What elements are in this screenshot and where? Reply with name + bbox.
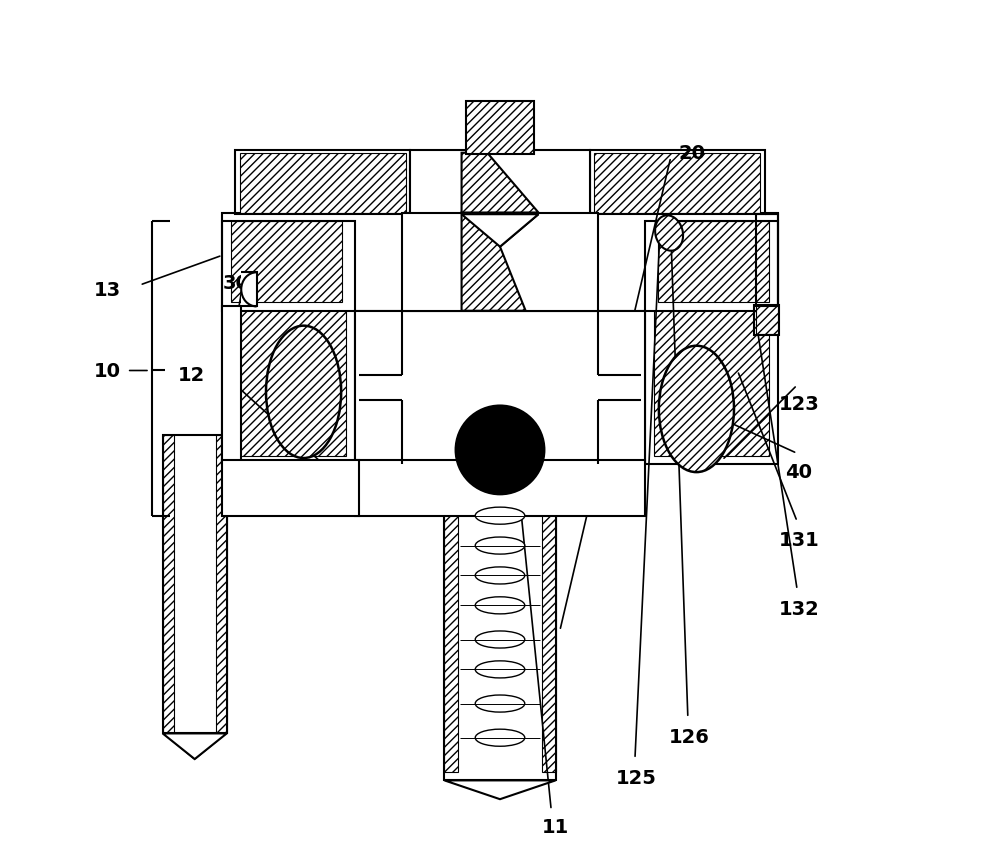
Bar xyxy=(406,218,491,307)
Text: 10: 10 xyxy=(94,362,121,380)
Bar xyxy=(410,151,590,215)
Polygon shape xyxy=(500,780,556,798)
Text: 13: 13 xyxy=(94,281,121,299)
Ellipse shape xyxy=(475,597,525,614)
Bar xyxy=(231,222,342,303)
Ellipse shape xyxy=(475,729,525,746)
Bar xyxy=(222,213,778,311)
Text: 11: 11 xyxy=(542,817,569,836)
Polygon shape xyxy=(444,780,500,798)
Text: 132: 132 xyxy=(779,599,819,618)
Ellipse shape xyxy=(475,661,525,678)
Ellipse shape xyxy=(655,216,683,252)
Bar xyxy=(654,230,769,456)
Ellipse shape xyxy=(475,508,525,525)
Bar xyxy=(355,461,645,516)
Bar xyxy=(444,490,556,780)
Circle shape xyxy=(456,406,544,495)
Polygon shape xyxy=(462,213,538,311)
Polygon shape xyxy=(462,215,538,247)
Polygon shape xyxy=(163,734,227,759)
Text: 126: 126 xyxy=(669,727,710,746)
Bar xyxy=(216,435,227,734)
Ellipse shape xyxy=(266,326,341,459)
Bar xyxy=(645,222,778,465)
Polygon shape xyxy=(462,154,538,213)
Bar xyxy=(222,461,359,516)
Text: 125: 125 xyxy=(616,768,657,786)
Ellipse shape xyxy=(659,346,734,473)
Bar xyxy=(222,307,241,465)
Bar xyxy=(594,154,760,213)
Polygon shape xyxy=(163,734,195,759)
Bar xyxy=(240,154,406,213)
Bar xyxy=(466,102,534,155)
Text: 123: 123 xyxy=(779,394,819,413)
Bar xyxy=(444,499,458,772)
Bar xyxy=(658,222,769,303)
Text: 12: 12 xyxy=(178,366,205,385)
Text: 40: 40 xyxy=(785,462,812,481)
Bar xyxy=(402,213,598,311)
Bar xyxy=(509,218,594,307)
Ellipse shape xyxy=(475,695,525,712)
Ellipse shape xyxy=(475,631,525,648)
Bar xyxy=(355,311,645,465)
Bar xyxy=(163,435,174,734)
Bar xyxy=(756,307,778,334)
Polygon shape xyxy=(241,273,257,307)
Text: 30: 30 xyxy=(222,274,249,293)
Bar xyxy=(542,499,556,772)
Bar xyxy=(754,305,779,336)
Polygon shape xyxy=(195,734,227,759)
Bar xyxy=(359,316,402,461)
Bar xyxy=(222,222,355,465)
Ellipse shape xyxy=(475,537,525,554)
Bar xyxy=(163,435,227,734)
Bar xyxy=(598,316,641,461)
Ellipse shape xyxy=(475,567,525,584)
Text: 131: 131 xyxy=(779,531,819,549)
Bar xyxy=(231,230,346,456)
Bar xyxy=(235,151,410,215)
Text: 20: 20 xyxy=(679,144,706,163)
Bar xyxy=(590,151,765,215)
Polygon shape xyxy=(444,780,556,799)
